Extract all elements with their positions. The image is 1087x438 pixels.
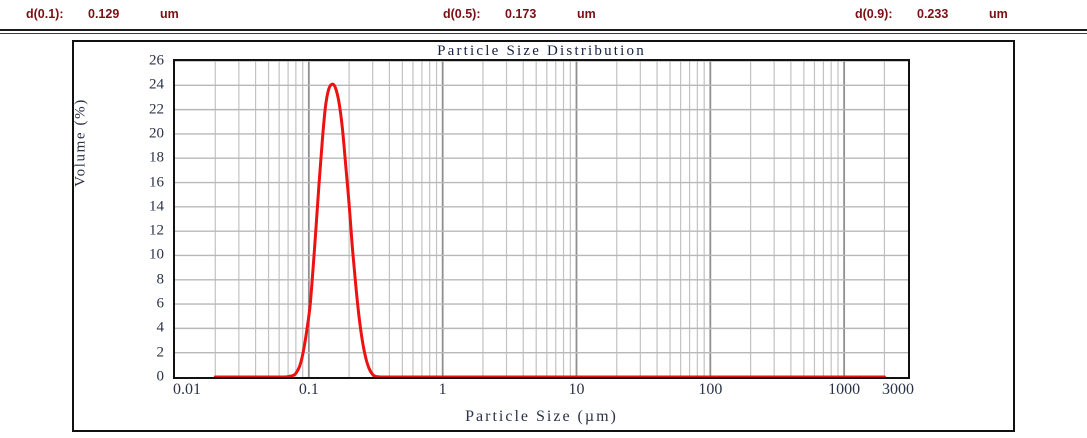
y-tick-label: 2 (156, 344, 165, 361)
major-gridlines-x (307, 61, 846, 377)
x-axis-title: Particle Size (µm) (465, 408, 618, 425)
y-tick-label: 18 (149, 149, 164, 166)
distribution-plot-svg (175, 61, 908, 377)
y-axis-tick-labels: 0 2 4 6 8 10 12 14 16 18 20 22 24 26 (120, 53, 168, 385)
stat-group-d05: d(0.5): 0.173 um (443, 5, 596, 23)
x-tick-label: 1 (438, 381, 447, 398)
minor-gridlines (214, 61, 886, 377)
stat-label-d05: d(0.5): (443, 7, 481, 21)
y-tick-label: 6 (156, 295, 165, 312)
y-tick-label: 0 (156, 368, 165, 385)
x-tick-label: 3000 (882, 381, 914, 398)
y-tick-label: 4 (156, 319, 165, 336)
y-tick-label: 16 (149, 174, 164, 191)
stat-value-d05: 0.173 (505, 7, 537, 21)
x-tick-label: 0.01 (173, 381, 201, 398)
stat-label-d01: d(0.1): (26, 7, 64, 21)
stat-group-d09: d(0.9): 0.233 um (855, 5, 1008, 23)
y-tick-label: 22 (149, 101, 164, 118)
y-tick-label: 10 (149, 246, 164, 263)
x-tick-label: 10 (568, 381, 585, 398)
y-tick-label: 20 (149, 125, 164, 142)
major-gridlines-y (175, 61, 908, 354)
summary-stats-row: d(0.1): 0.129 um d(0.5): 0.173 um d(0.9): 0.2… (0, 0, 1087, 30)
stat-value-d09: 0.233 (917, 7, 949, 21)
x-tick-label: 1000 (828, 381, 861, 398)
header-divider-rule (0, 29, 1087, 34)
y-tick-label: 24 (149, 76, 164, 93)
stat-label-d09: d(0.9): (855, 7, 893, 21)
y-tick-label: 8 (156, 271, 165, 288)
y-axis-title: Volume (%) (72, 98, 89, 187)
stat-value-d01: 0.129 (88, 7, 120, 21)
stat-unit-d01: um (160, 7, 179, 21)
chart-title: Particle Size Distribution (437, 43, 646, 59)
y-tick-label: 26 (149, 52, 164, 69)
stat-unit-d05: um (577, 7, 596, 21)
x-tick-label: 100 (698, 381, 723, 398)
x-axis-tick-labels: 0.01 0.1 1 10 100 1000 3000 (0, 381, 1087, 405)
y-tick-label: 12 (149, 222, 164, 239)
stat-unit-d09: um (989, 7, 1008, 21)
volume-distribution-curve (213, 82, 886, 377)
x-tick-label: 0.1 (298, 381, 319, 398)
y-tick-label: 14 (149, 198, 164, 215)
stat-group-d01: d(0.1): 0.129 um (26, 5, 179, 23)
plot-area (173, 59, 910, 379)
